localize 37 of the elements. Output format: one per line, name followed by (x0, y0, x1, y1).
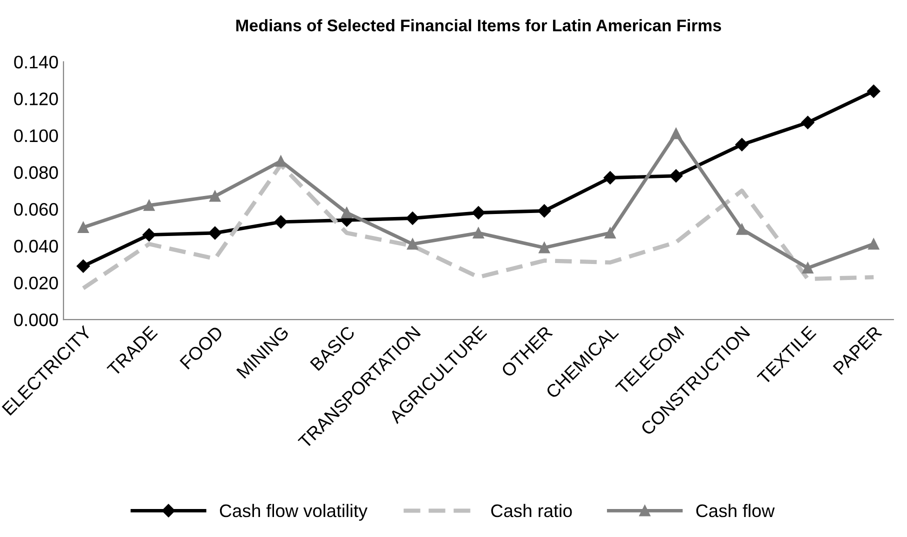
point (142, 228, 156, 242)
point (867, 84, 880, 98)
y-tick-label: 0.020 (14, 276, 58, 290)
point (736, 224, 748, 235)
point (472, 227, 484, 239)
point (538, 204, 551, 218)
y-tick-label: 0.120 (14, 92, 58, 106)
y-tick-label: 0.140 (14, 56, 58, 68)
y-tick-label: 0.060 (14, 202, 58, 216)
point (209, 190, 221, 202)
legend-label: Cash flow (696, 504, 775, 518)
point (406, 212, 420, 225)
point (802, 262, 814, 274)
y-tick-label: 0.040 (14, 240, 58, 253)
point (670, 128, 682, 140)
point (538, 242, 550, 254)
point (208, 226, 222, 240)
point (604, 227, 616, 239)
point (801, 116, 814, 130)
y-tick-label: 0.100 (14, 129, 58, 142)
point (341, 207, 352, 218)
y-tick-label: 0.080 (14, 166, 58, 179)
point (604, 171, 617, 184)
point (669, 169, 683, 182)
point (735, 138, 748, 152)
y-tick-label: 0.000 (14, 313, 58, 326)
point (78, 222, 89, 234)
point (76, 260, 90, 273)
point (472, 206, 486, 220)
chart-title: Medians of Selected Financial Items for Latin American Firms (236, 19, 722, 32)
legend-label: Cash ratio (491, 504, 572, 518)
point (868, 238, 880, 250)
point (275, 156, 286, 167)
legend-label: Cash flow volatility (220, 504, 368, 521)
point (144, 200, 155, 211)
point (407, 238, 418, 250)
point (274, 215, 288, 229)
